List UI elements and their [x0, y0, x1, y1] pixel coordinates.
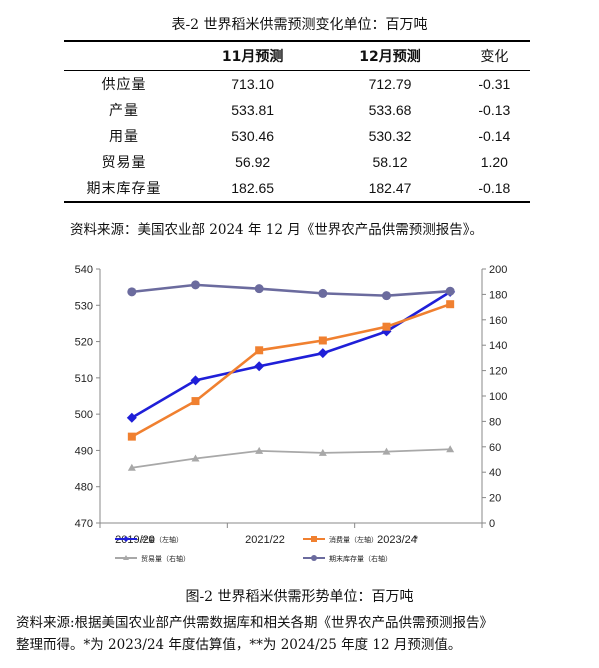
- cell-nov: 182.65: [184, 175, 322, 203]
- legend-marker-circle: [311, 555, 317, 561]
- cell-dec: 530.32: [368, 128, 412, 144]
- right-tick-label: 60: [489, 442, 501, 454]
- legend-marker-triangle: [123, 555, 129, 560]
- cell-nov: 533.81: [231, 102, 275, 118]
- data-point-triangle: [446, 445, 455, 453]
- cell-dec: 712.79: [368, 76, 412, 92]
- figure-source-note: 资料来源:根据美国农业部产供需数据库和相关各期《世界农产品供需预测报告》 整理而…: [16, 612, 591, 656]
- table-row: 用量 530.46 530.32 -0.14: [64, 123, 530, 149]
- legend-marker-diamond: [123, 536, 129, 542]
- legend-label: 期末库存量（右轴）: [329, 554, 392, 563]
- data-point-circle: [445, 286, 455, 296]
- table-row: 供应量 713.10 712.79 -0.31: [64, 71, 530, 98]
- right-tick-label: 40: [489, 467, 501, 479]
- rice-supply-demand-table: 11月预测 12月预测 变化 供应量 713.10 712.79 -0.31 产…: [64, 40, 530, 203]
- data-point-diamond: [126, 412, 137, 423]
- cell-nov: 56.92: [235, 154, 271, 170]
- cell-change: -0.31: [478, 76, 511, 92]
- data-point-diamond: [254, 361, 265, 372]
- data-point-circle: [254, 284, 264, 294]
- table-title: 表-2 世界稻米供需预测变化单位：百万吨: [171, 17, 428, 33]
- header-nov-forecast: 11月预测: [184, 40, 322, 71]
- left-tick-label: 520: [75, 337, 93, 349]
- data-point-triangle: [127, 463, 136, 471]
- data-point-square: [127, 432, 136, 441]
- header-dec-forecast: 12月预测: [321, 40, 459, 71]
- rice-trend-chart: 470 480 490 500 510 520 530 540 0 20 40 60 80 100 120 1…: [75, 264, 508, 563]
- data-point-triangle: [318, 448, 327, 456]
- table-row: 产量 533.81 533.68 -0.13: [64, 97, 530, 123]
- legend-label: 产量（左轴）: [141, 535, 183, 544]
- cell-dec: 182.47: [321, 175, 459, 203]
- left-tick-label: 510: [75, 373, 93, 385]
- figure-title: 图-2 世界稻米供需形势单位：百万吨: [185, 589, 414, 605]
- table-source-note: 资料来源：美国农业部 2024 年 12 月《世界农产品供需预测报告》。: [70, 222, 483, 238]
- table-header-row: 11月预测 12月预测 变化: [64, 40, 530, 71]
- data-point-square: [382, 322, 391, 331]
- data-point-triangle: [191, 454, 200, 462]
- figure-source-line-2: 整理而得。*为 2023/24 年度估算值，**为 2024/25 年度 12 …: [16, 637, 462, 653]
- row-label: 期末库存量: [64, 175, 184, 203]
- right-tick-label: 100: [489, 391, 507, 403]
- left-tick-label: 490: [75, 445, 93, 457]
- cell-change: 1.20: [480, 154, 508, 170]
- data-point-square: [446, 300, 455, 309]
- data-point-diamond: [317, 348, 328, 359]
- left-tick-label: 530: [75, 300, 93, 312]
- cell-nov: 530.46: [231, 128, 275, 144]
- header-blank: [64, 40, 184, 71]
- left-tick-label: 540: [75, 264, 93, 276]
- right-tick-label: 200: [489, 264, 507, 276]
- right-tick-label: 160: [489, 315, 507, 327]
- right-tick-label: 0: [489, 518, 495, 530]
- left-tick-label: 500: [75, 409, 93, 421]
- series-line-1: [131, 302, 451, 438]
- cell-dec: 58.12: [372, 154, 408, 170]
- series-line-3: [131, 283, 451, 297]
- cell-dec: 533.68: [368, 102, 412, 118]
- data-point-triangle: [382, 447, 391, 455]
- table-row: 期末库存量 182.65 182.47 -0.18: [64, 175, 530, 203]
- row-label: 用量: [109, 129, 139, 145]
- series-line-0: [131, 290, 451, 419]
- legend-label: 贸易量（右轴）: [141, 554, 190, 563]
- x-tick-label: 2023/24: [377, 534, 417, 546]
- right-tick-label: 120: [489, 366, 507, 378]
- figure-source-line-1: 资料来源:根据美国农业部产供需数据库和相关各期《世界农产品供需预测报告》: [16, 615, 494, 631]
- data-point-circle: [382, 291, 391, 301]
- row-label: 供应量: [101, 77, 147, 93]
- data-point-circle: [127, 287, 137, 297]
- cell-nov: 713.10: [231, 76, 275, 92]
- data-point-diamond: [190, 375, 201, 386]
- cell-change: -0.18: [458, 175, 530, 203]
- right-tick-label: 180: [489, 289, 507, 301]
- data-point-square: [191, 397, 200, 406]
- left-tick-label: 480: [75, 482, 93, 494]
- right-tick-label: 20: [489, 493, 501, 505]
- series-line-2: [131, 448, 451, 469]
- row-label: 产量: [109, 103, 139, 119]
- left-tick-label: 470: [75, 518, 93, 530]
- data-point-circle: [191, 280, 200, 290]
- header-change: 变化: [458, 40, 530, 71]
- row-label: 贸易量: [101, 155, 147, 171]
- data-point-square: [255, 346, 264, 355]
- legend-marker-square: [311, 536, 317, 542]
- right-tick-label: 140: [489, 340, 507, 352]
- cell-change: -0.14: [478, 128, 511, 144]
- table-row: 贸易量 56.92 58.12 1.20: [64, 149, 530, 175]
- data-point-circle: [318, 288, 328, 298]
- x-tick-label: 2021/22: [245, 534, 285, 546]
- legend-label: 消费量（左轴）: [329, 535, 378, 544]
- x-tick-label: *: [414, 534, 419, 546]
- cell-change: -0.13: [478, 102, 511, 118]
- right-tick-label: 80: [489, 416, 501, 428]
- data-point-square: [318, 336, 327, 345]
- data-point-triangle: [255, 446, 264, 454]
